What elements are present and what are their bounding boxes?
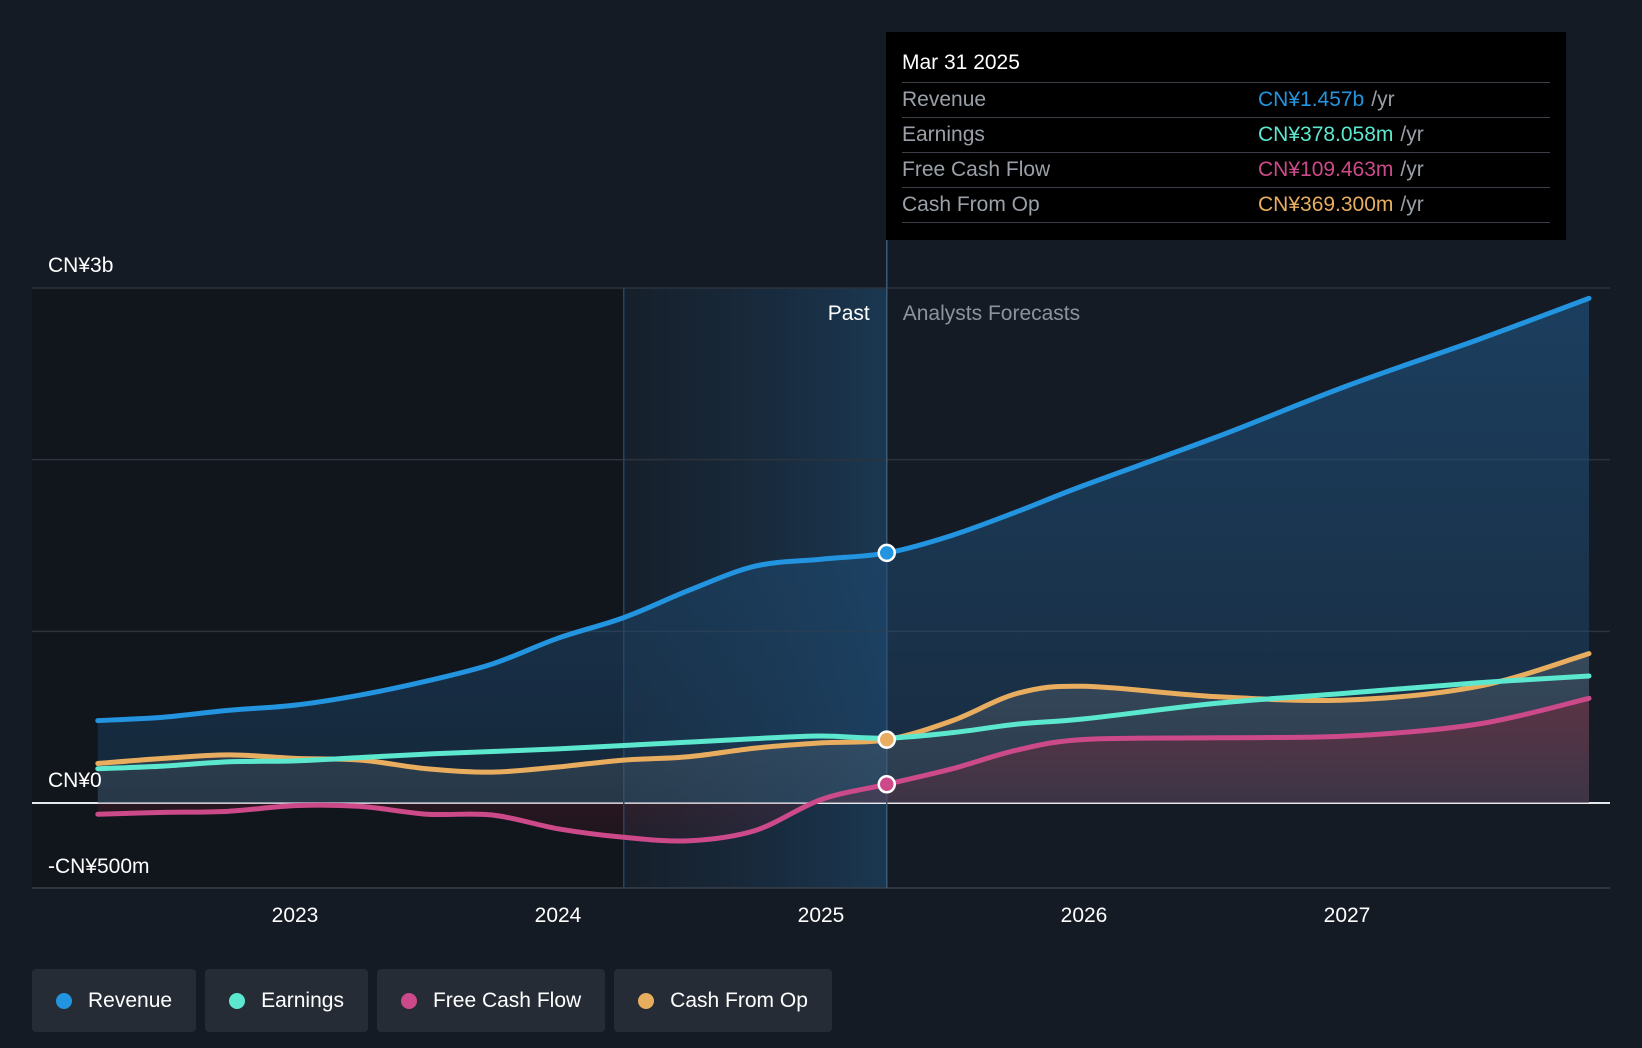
series-line-free-cash-flow xyxy=(95,695,1592,844)
tooltip-date: Mar 31 2025 xyxy=(902,46,1550,83)
marker-cash-from-op xyxy=(877,730,896,749)
marker-free-cash-flow xyxy=(877,775,896,794)
y-tick-label: CN¥0 xyxy=(48,769,102,792)
legend-dot-icon xyxy=(400,992,417,1009)
legend-label: Earnings xyxy=(261,988,344,1012)
legend-item-revenue[interactable]: Revenue xyxy=(32,969,197,1032)
tooltip-value: CN¥369.300m xyxy=(1258,193,1394,216)
legend-item-free-cash-flow[interactable]: Free Cash Flow xyxy=(376,969,606,1032)
legend-dot-icon xyxy=(229,992,246,1009)
legend-label: Free Cash Flow xyxy=(432,988,582,1012)
tooltip: Mar 31 2025 Revenue CN¥1.457b /yr Earnin… xyxy=(886,32,1566,240)
series-line-earnings xyxy=(95,673,1592,772)
y-tick-label: CN¥3b xyxy=(48,254,113,277)
tooltip-row-free-cash-flow: Free Cash Flow CN¥109.463m /yr xyxy=(902,153,1550,188)
area-revenue xyxy=(97,298,1589,803)
x-tick-label: 2027 xyxy=(1324,904,1371,927)
tooltip-unit: /yr xyxy=(1400,123,1424,146)
legend: Revenue Earnings Free Cash Flow Cash Fro… xyxy=(32,969,832,1032)
tooltip-row-earnings: Earnings CN¥378.058m /yr xyxy=(902,118,1550,153)
marker-revenue xyxy=(877,543,896,563)
tooltip-row-cash-from-op: Cash From Op CN¥369.300m /yr xyxy=(902,188,1550,223)
tooltip-value: CN¥1.457b xyxy=(1258,88,1365,111)
forecast-label: Analysts Forecasts xyxy=(903,302,1080,325)
legend-label: Cash From Op xyxy=(670,988,808,1012)
past-label: Past xyxy=(828,302,870,325)
tooltip-value: CN¥109.463m xyxy=(1258,158,1394,181)
legend-dot-icon xyxy=(638,992,655,1009)
tooltip-unit: /yr xyxy=(1400,193,1424,216)
x-tick-label: 2024 xyxy=(535,904,582,927)
tooltip-row-revenue: Revenue CN¥1.457b /yr xyxy=(902,83,1550,118)
area-free-cash-flow xyxy=(97,698,1589,842)
tooltip-unit: /yr xyxy=(1371,88,1395,111)
tooltip-label: Earnings xyxy=(902,123,985,146)
tooltip-value: CN¥378.058m xyxy=(1258,123,1394,146)
legend-dot-icon xyxy=(56,992,72,1009)
x-tick-label: 2026 xyxy=(1061,904,1108,927)
tooltip-label: Revenue xyxy=(902,88,987,111)
legend-label: Revenue xyxy=(88,988,173,1012)
legend-item-earnings[interactable]: Earnings xyxy=(205,969,368,1032)
series-line-revenue xyxy=(95,295,1592,724)
tooltip-label: Cash From Op xyxy=(902,193,1040,216)
y-tick-label: -CN¥500m xyxy=(48,855,150,878)
x-tick-label: 2025 xyxy=(798,904,845,927)
tooltip-unit: /yr xyxy=(1400,158,1424,181)
tooltip-label: Free Cash Flow xyxy=(902,158,1051,181)
legend-item-cash-from-op[interactable]: Cash From Op xyxy=(614,969,832,1032)
x-tick-label: 2023 xyxy=(272,904,319,927)
